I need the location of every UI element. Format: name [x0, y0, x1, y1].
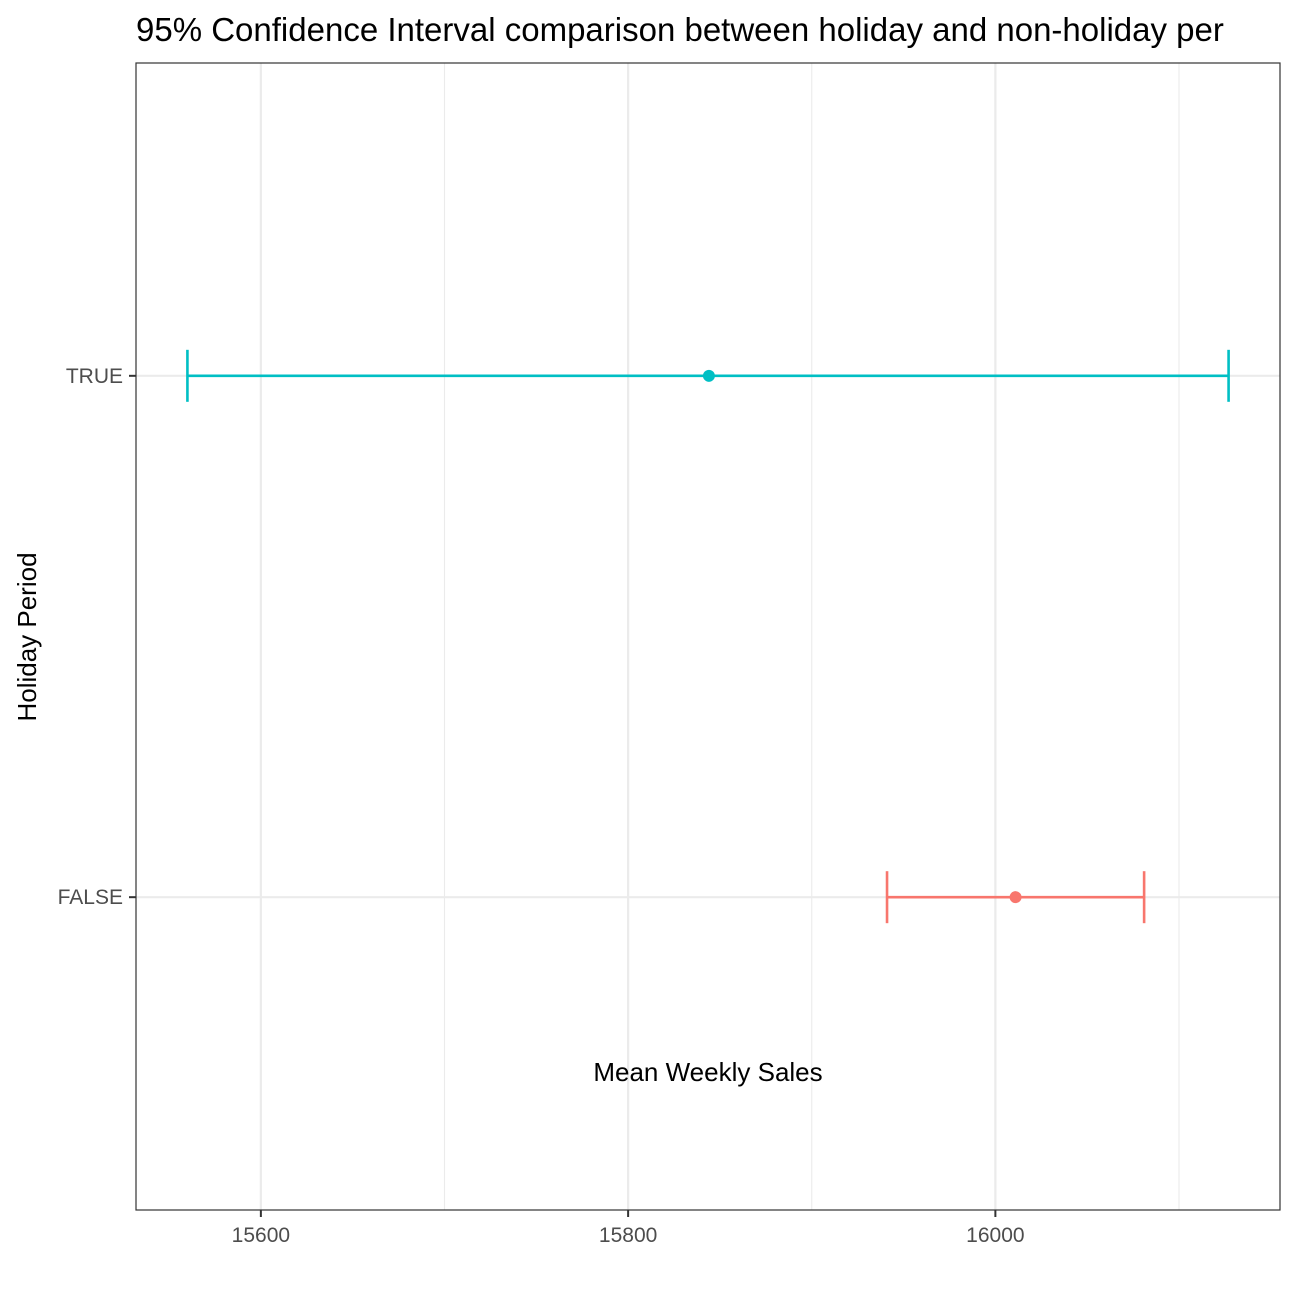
- y-tick-label: FALSE: [58, 886, 123, 909]
- y-tick-label: TRUE: [66, 365, 123, 388]
- plot-panel: 15600 15800 16000 FALSE TRUE: [58, 62, 1281, 1247]
- mean-point: [702, 369, 715, 382]
- panel-border: [135, 62, 1281, 1211]
- x-tick-label: 16000: [966, 1224, 1024, 1247]
- errorbar-true: [186, 349, 1230, 402]
- chart-title: 95% Confidence Interval comparison betwe…: [136, 11, 1224, 48]
- x-tick-label: 15800: [599, 1224, 657, 1247]
- y-axis-title: Holiday Period: [12, 552, 42, 721]
- x-tick-label: 15600: [232, 1224, 290, 1247]
- mean-point: [1009, 891, 1022, 904]
- x-axis-title: Mean Weekly Sales: [593, 1057, 822, 1087]
- errorbar-false: [885, 871, 1146, 924]
